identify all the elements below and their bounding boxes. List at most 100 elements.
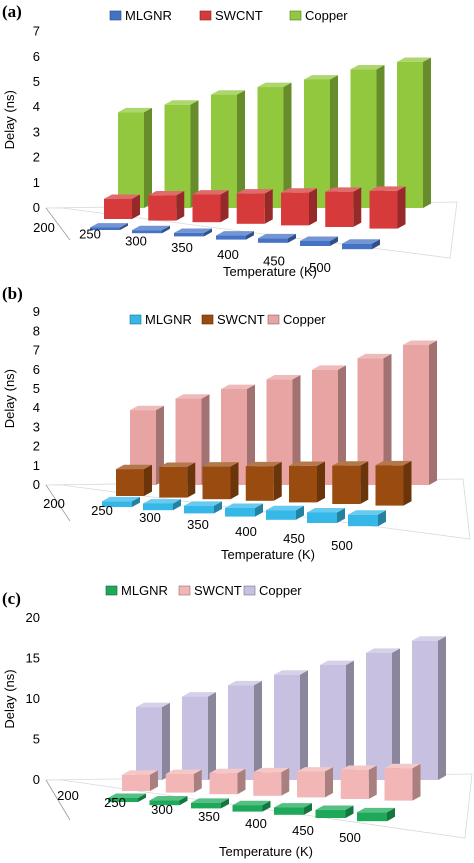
bar-side bbox=[346, 660, 354, 780]
bar-side bbox=[429, 340, 437, 485]
bar-side bbox=[173, 499, 181, 511]
chart-panel-c: (c) MLGNR SWCNT Copper 0 5 10 15 20 Delay (ns) 200… bbox=[0, 576, 474, 863]
bar-top bbox=[191, 798, 229, 803]
x-tick-label: 250 bbox=[91, 503, 113, 518]
bar bbox=[211, 90, 245, 208]
bar-top bbox=[281, 188, 317, 193]
bar-front bbox=[320, 664, 346, 780]
x-tick-label: 200 bbox=[57, 788, 79, 803]
bar-top bbox=[412, 636, 446, 641]
bar-side bbox=[237, 90, 245, 208]
y-tick-label: 9 bbox=[33, 304, 40, 319]
bar-front bbox=[202, 466, 231, 500]
bar-top bbox=[332, 461, 369, 466]
bar bbox=[165, 769, 202, 793]
bar bbox=[90, 223, 128, 230]
bar bbox=[257, 82, 292, 208]
bar-side bbox=[204, 228, 212, 237]
bar-side bbox=[300, 670, 308, 780]
bar bbox=[202, 462, 239, 500]
bar-side bbox=[423, 57, 431, 208]
bar-top bbox=[108, 793, 146, 798]
bar-front bbox=[342, 243, 372, 250]
bar-top bbox=[266, 505, 304, 511]
y-tick-label: 7 bbox=[33, 24, 40, 39]
bar bbox=[281, 188, 317, 226]
bar-top bbox=[289, 461, 325, 466]
x-tick-label: 350 bbox=[198, 809, 220, 824]
bar-side bbox=[221, 798, 229, 809]
y-tick-label: 10 bbox=[26, 691, 40, 706]
bar-top bbox=[300, 236, 338, 241]
bar-side bbox=[214, 501, 222, 514]
y-tick-label: 0 bbox=[33, 772, 40, 787]
bar-front bbox=[116, 469, 144, 496]
bar-side bbox=[138, 793, 146, 802]
bar-front bbox=[143, 503, 173, 511]
bar-side bbox=[162, 225, 170, 234]
bar-side bbox=[403, 460, 412, 506]
bar-front bbox=[148, 195, 177, 221]
bar-side bbox=[304, 803, 312, 815]
legend-label: SWCNT bbox=[215, 8, 263, 23]
bar-side bbox=[392, 648, 400, 780]
x-tick-label: 500 bbox=[309, 260, 331, 275]
bar-top bbox=[369, 186, 406, 191]
bar-side bbox=[132, 496, 140, 507]
legend-label: Copper bbox=[305, 8, 348, 23]
x-axis-title: Temperature (K) bbox=[219, 844, 313, 859]
bar-side bbox=[193, 769, 202, 793]
bar-top bbox=[258, 233, 296, 239]
bar bbox=[300, 236, 338, 246]
bar-side bbox=[309, 188, 317, 226]
chart-b-svg: (b) MLGNR SWCNT Copper 0 1 2 3 4 5 6 7 8 9 Delay (ns) 2… bbox=[2, 284, 471, 562]
bar-side bbox=[353, 187, 362, 227]
x-tick-label: 350 bbox=[187, 517, 209, 532]
legend-item: Copper bbox=[289, 8, 348, 23]
bar-top bbox=[116, 464, 152, 470]
bar-front bbox=[350, 69, 377, 209]
bar-top bbox=[232, 800, 271, 806]
legend-label: Copper bbox=[283, 312, 326, 327]
legend-item: SWCNT bbox=[201, 312, 265, 327]
x-tick-label: 300 bbox=[151, 802, 173, 817]
bar-front bbox=[232, 805, 263, 812]
bar-top bbox=[159, 462, 196, 467]
x-axis-title: Temperature (K) bbox=[221, 547, 315, 562]
bar-top bbox=[236, 189, 273, 194]
bar-top bbox=[149, 795, 188, 801]
bar-side bbox=[438, 636, 446, 780]
bar-front bbox=[236, 193, 265, 224]
bar-top bbox=[397, 57, 431, 62]
bar-front bbox=[253, 772, 282, 796]
bar bbox=[253, 767, 290, 796]
bar-side bbox=[255, 503, 263, 517]
bar-side bbox=[254, 680, 262, 780]
bar-side bbox=[376, 65, 385, 208]
bar-side bbox=[337, 508, 345, 523]
y-tick-label: 20 bbox=[26, 610, 40, 625]
y-axis-title: Delay (ns) bbox=[2, 90, 17, 149]
bar-front bbox=[216, 235, 246, 240]
legend-label: MLGNR bbox=[145, 312, 192, 327]
bar bbox=[228, 680, 262, 780]
bar-front bbox=[118, 112, 144, 208]
bar bbox=[116, 464, 152, 496]
bar-side bbox=[264, 189, 273, 224]
bar-front bbox=[136, 707, 162, 780]
y-axis-title: Delay (ns) bbox=[2, 669, 17, 728]
y-tick-label: 8 bbox=[33, 323, 40, 338]
chart-c-svg: (c) MLGNR SWCNT Copper 0 5 10 15 20 Delay (ns) 200… bbox=[2, 583, 473, 859]
bar-front bbox=[357, 812, 387, 822]
bar bbox=[174, 228, 212, 237]
y-tick-label: 1 bbox=[33, 458, 40, 473]
bar-front bbox=[397, 61, 423, 209]
bar-front bbox=[165, 773, 194, 793]
bar bbox=[315, 805, 354, 818]
legend-swatch bbox=[289, 10, 302, 21]
bar-top bbox=[274, 803, 312, 808]
y-tick-label: 3 bbox=[33, 419, 40, 434]
bar bbox=[149, 795, 188, 806]
y-tick-label: 2 bbox=[33, 439, 40, 454]
bar bbox=[258, 233, 296, 243]
